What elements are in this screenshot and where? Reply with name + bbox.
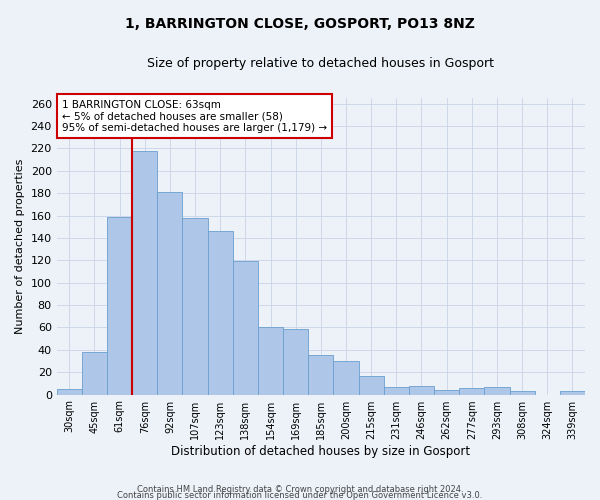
Text: 1 BARRINGTON CLOSE: 63sqm
← 5% of detached houses are smaller (58)
95% of semi-d: 1 BARRINGTON CLOSE: 63sqm ← 5% of detach…	[62, 100, 327, 132]
Text: Contains public sector information licensed under the Open Government Licence v3: Contains public sector information licen…	[118, 490, 482, 500]
Title: Size of property relative to detached houses in Gosport: Size of property relative to detached ho…	[148, 58, 494, 70]
Text: Contains HM Land Registry data © Crown copyright and database right 2024.: Contains HM Land Registry data © Crown c…	[137, 484, 463, 494]
Bar	[334, 361, 359, 394]
Bar	[509, 391, 535, 394]
Bar	[308, 356, 334, 395]
Bar	[484, 387, 509, 394]
Bar	[182, 218, 208, 394]
Bar	[409, 386, 434, 394]
Bar	[132, 150, 157, 394]
X-axis label: Distribution of detached houses by size in Gosport: Distribution of detached houses by size …	[171, 444, 470, 458]
Bar	[56, 389, 82, 394]
Bar	[82, 352, 107, 395]
Bar	[459, 388, 484, 394]
Bar	[107, 216, 132, 394]
Bar	[233, 262, 258, 394]
Bar	[359, 376, 384, 394]
Bar	[434, 390, 459, 394]
Bar	[258, 328, 283, 394]
Bar	[283, 328, 308, 394]
Y-axis label: Number of detached properties: Number of detached properties	[15, 158, 25, 334]
Bar	[157, 192, 182, 394]
Bar	[560, 391, 585, 394]
Text: 1, BARRINGTON CLOSE, GOSPORT, PO13 8NZ: 1, BARRINGTON CLOSE, GOSPORT, PO13 8NZ	[125, 18, 475, 32]
Bar	[208, 231, 233, 394]
Bar	[384, 387, 409, 394]
